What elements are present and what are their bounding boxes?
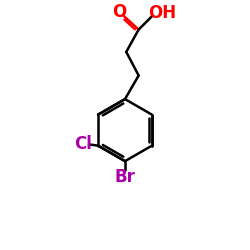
Text: O: O [112, 3, 126, 21]
Text: Br: Br [114, 168, 136, 186]
Text: OH: OH [148, 4, 176, 22]
Text: Cl: Cl [74, 136, 92, 154]
